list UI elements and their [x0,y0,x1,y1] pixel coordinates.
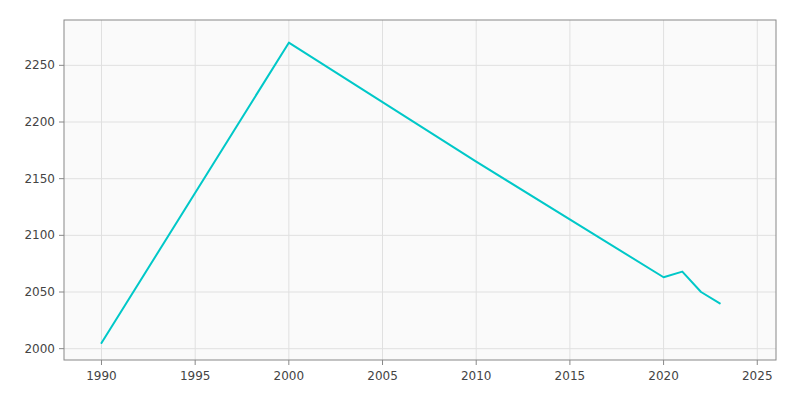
tick-label-x: 2025 [742,369,773,383]
tick-label-y: 2100 [24,228,55,242]
plot-background [64,20,776,360]
tick-x [288,360,289,365]
grid-line-y [64,178,776,179]
tick-y [59,178,64,179]
plot-area [101,43,719,343]
tick-label-y: 2000 [24,342,55,356]
tick-y [59,235,64,236]
tick-label-y: 2050 [24,285,55,299]
grid-line-y [64,235,776,236]
tick-label-x: 2005 [367,369,398,383]
axes: 1990 1995 2000 2005 2010 2015 2020 2025 2000 2050… [24,58,772,383]
grid-line-y [64,122,776,123]
grid-line-x [288,20,289,360]
line [101,43,719,343]
tick-x [569,360,570,365]
grid-line-x [382,20,383,360]
chart-svg: 1990 1995 2000 2005 2010 2015 2020 2025 2000 2050… [0,0,800,400]
grid-line-x [663,20,664,360]
tick-x [382,360,383,365]
grid-line-y [64,292,776,293]
grid-line-y [64,348,776,349]
tick-label-y: 2250 [24,58,55,72]
grid-line-x [569,20,570,360]
plot-frame [64,20,776,360]
tick-x [757,360,758,365]
grid-line-x [476,20,477,360]
chart-container: 1990 1995 2000 2005 2010 2015 2020 2025 2000 2050… [0,0,800,400]
tick-y [59,122,64,123]
tick-y [59,65,64,66]
tick-label-y: 2200 [24,115,55,129]
tick-x [663,360,664,365]
tick-label-x: 1990 [86,369,117,383]
grid-line-x [101,20,102,360]
tick-label-x: 2020 [648,369,679,383]
tick-label-x: 2010 [461,369,492,383]
grid [64,20,776,360]
tick-label-y: 2150 [24,172,55,186]
tick-x [476,360,477,365]
tick-label-x: 2015 [555,369,586,383]
grid-line-x [757,20,758,360]
tick-label-x: 1995 [180,369,211,383]
tick-label-x: 2000 [274,369,305,383]
tick-x [195,360,196,365]
grid-line-x [195,20,196,360]
tick-y [59,348,64,349]
grid-line-y [64,65,776,66]
tick-x [101,360,102,365]
tick-y [59,292,64,293]
